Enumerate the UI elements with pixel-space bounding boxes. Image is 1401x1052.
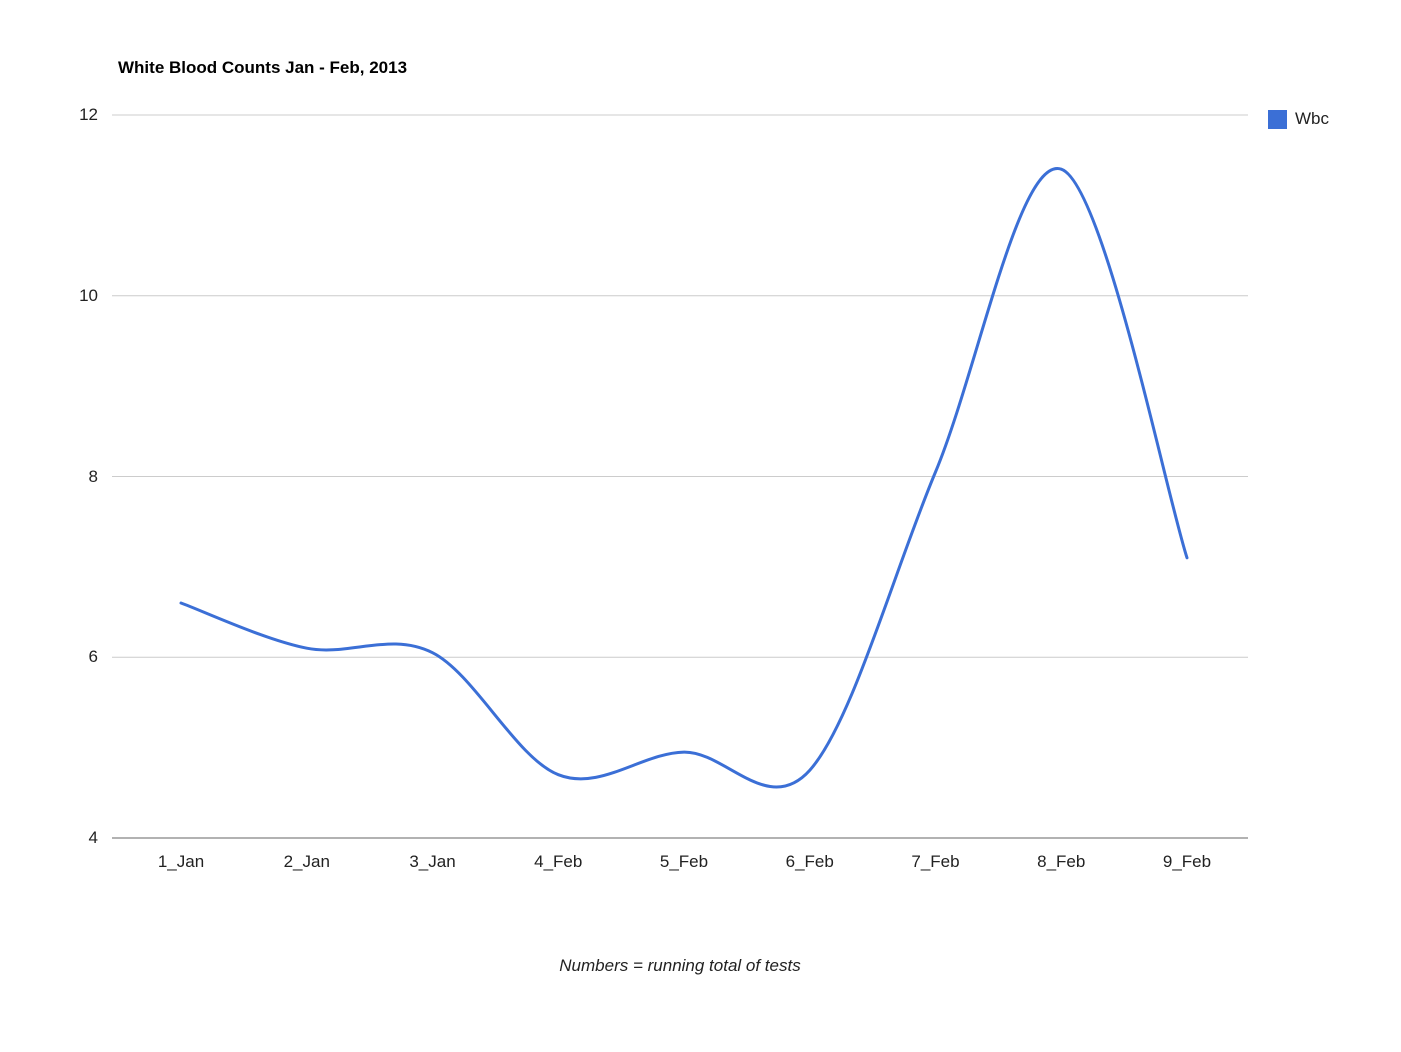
x-tick-label: 6_Feb — [785, 852, 834, 871]
y-tick-label: 6 — [88, 647, 98, 667]
legend-item-wbc: Wbc — [1268, 109, 1329, 129]
x-tick-label: 8_Feb — [1037, 852, 1086, 871]
x-tick-label: 1_Jan — [157, 852, 205, 871]
wbc-series-line[interactable] — [179, 167, 1189, 789]
y-tick-label: 12 — [79, 105, 98, 124]
y-tick-label: 8 — [88, 466, 98, 486]
x-tick-label: 4_Feb — [534, 852, 583, 871]
x-tick-label: 3_Jan — [409, 852, 456, 871]
x-tick-label: 5_Feb — [659, 852, 709, 871]
chart-title: White Blood Counts Jan - Feb, 2013 — [118, 58, 408, 77]
x-tick-label: 7_Feb — [911, 852, 960, 871]
wbc-series-swatch — [1268, 109, 1287, 129]
wbc-series-label: Wbc — [1295, 109, 1329, 128]
y-tick-label: 4 — [88, 828, 98, 847]
x-tick-label: 2_Jan — [283, 852, 330, 871]
chart-caption: Numbers = running total of tests — [559, 956, 801, 975]
x-tick-label: 9_Feb — [1162, 852, 1212, 871]
y-tick-label: 10 — [79, 285, 98, 305]
